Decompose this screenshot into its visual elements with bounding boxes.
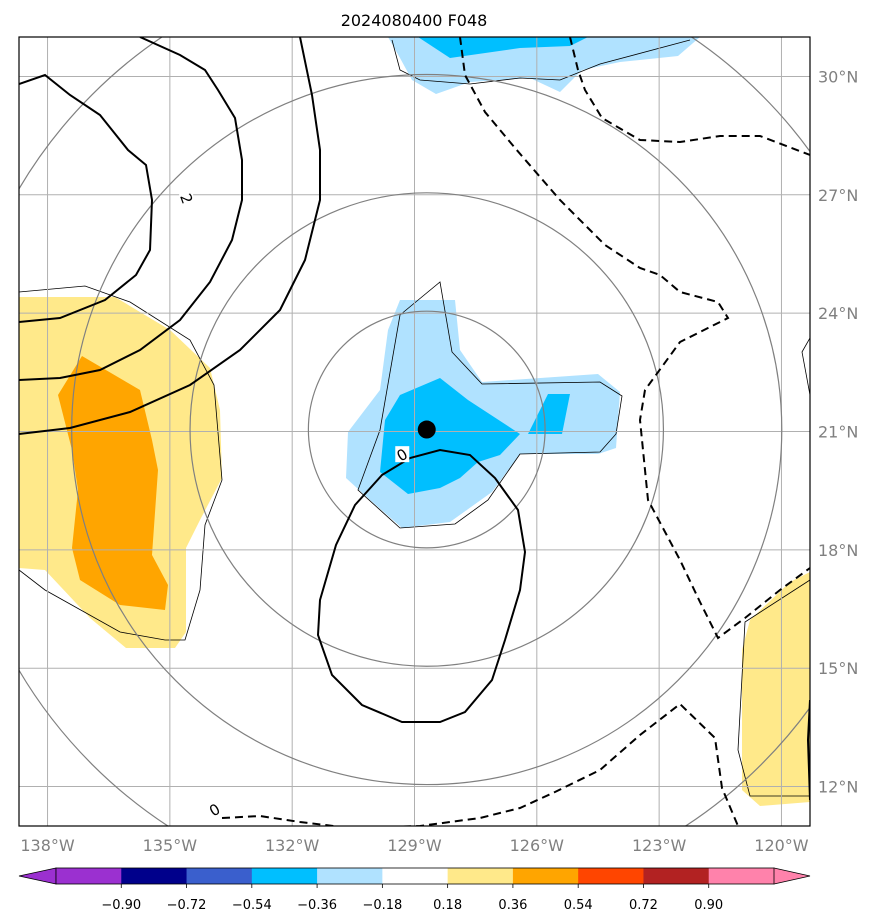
colorbar-tick-label: −0.18	[362, 898, 402, 913]
contour-label-halo	[207, 801, 222, 818]
colorbar-tick-label: 0.54	[564, 898, 593, 913]
colorbar-swatch	[512, 868, 579, 884]
contour-line-dashed	[569, 37, 810, 156]
longitude-tick-label: 123°W	[632, 836, 687, 855]
solid-contours	[19, 37, 810, 801]
colorbar-tick-label: −0.72	[167, 898, 207, 913]
longitude-tick-label: 120°W	[754, 836, 809, 855]
map-title: 2024080400 F048	[341, 11, 488, 30]
range-ring	[307, 310, 546, 549]
contour-labels: 200	[176, 189, 411, 820]
negative-anomaly-center-core-2	[528, 394, 570, 434]
contour-line-dashed	[459, 37, 810, 640]
longitude-tick-label: 138°W	[20, 836, 75, 855]
colorbar-frame	[55, 867, 775, 885]
positive-anomaly-west-core	[58, 356, 168, 610]
colorbar-swatch	[56, 868, 122, 884]
latitude-tick-label: 18°N	[818, 541, 858, 560]
colorbar-tick-label: 0.18	[433, 898, 462, 913]
contour-label-halo	[179, 189, 194, 206]
contour-line	[806, 699, 810, 801]
colorbar-swatch	[382, 868, 449, 884]
colorbar-under-arrow	[18, 867, 57, 885]
colorbar-tick-label: −0.54	[232, 898, 272, 913]
latitude-tick-label: 15°N	[818, 659, 858, 678]
longitude-tick-label: 132°W	[265, 836, 320, 855]
longitude-tick-label: 129°W	[387, 836, 442, 855]
latitude-tick-label: 24°N	[818, 304, 858, 323]
colorbar-swatch	[317, 868, 383, 884]
colorbar-over-arrow	[773, 867, 811, 885]
colorbar-tick-label: 0.72	[629, 898, 658, 913]
colorbar-swatch	[121, 868, 188, 884]
colorbar-tick-label: 0.90	[694, 898, 723, 913]
contour-label-halo	[395, 446, 410, 463]
contour-line	[19, 37, 243, 381]
plot-area: 200	[19, 37, 810, 826]
colorbar-swatch	[251, 868, 318, 884]
colorbar-swatch	[186, 868, 253, 884]
latitude-tick-label: 27°N	[818, 186, 858, 205]
range-ring	[71, 73, 783, 786]
colorbar-swatch	[643, 868, 710, 884]
dashed-contours	[221, 37, 810, 826]
latitude-labels: 12°N 15°N 18°N 21°N 24°N 27°N 30°N	[818, 67, 858, 796]
contour-line	[19, 73, 154, 323]
positive-anomaly-east	[742, 572, 810, 806]
colorbar-swatch	[578, 868, 644, 884]
colorbar-tick-label: 0.36	[498, 898, 527, 913]
longitude-tick-label: 135°W	[143, 836, 198, 855]
latitude-tick-label: 30°N	[818, 67, 858, 86]
storm-center-marker	[417, 420, 436, 439]
plot-frame	[18, 36, 811, 827]
colorbar-swatch	[708, 868, 775, 884]
longitude-labels: 138°W 135°W 132°W 129°W 126°W 123°W 120°W	[20, 836, 808, 855]
longitude-tick-label: 126°W	[510, 836, 565, 855]
range-ring	[189, 192, 665, 667]
latitude-tick-label: 12°N	[818, 778, 858, 797]
colorbar-tick-label: −0.90	[101, 898, 141, 913]
range-rings	[19, 37, 810, 826]
latitude-tick-label: 21°N	[818, 423, 858, 442]
contour-line	[19, 37, 321, 435]
colorbar: −0.90 −0.72 −0.54 −0.36 −0.18 0.18 0.36 0.54 0.7…	[18, 867, 811, 913]
graticule	[19, 37, 810, 826]
colorbar-swatch	[447, 868, 514, 884]
colorbar-tick-label: −0.36	[297, 898, 337, 913]
contour-line	[316, 448, 527, 723]
contour-line-dashed	[221, 702, 739, 826]
